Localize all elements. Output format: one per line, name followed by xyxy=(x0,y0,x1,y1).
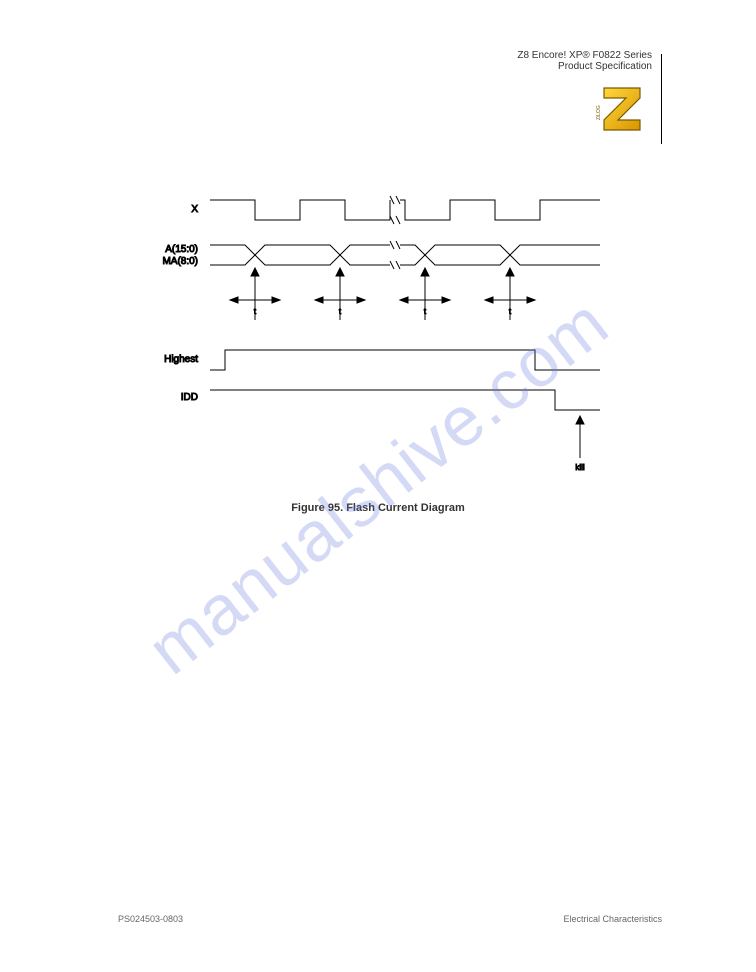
signal-maddr-label: MA(8:0) xyxy=(162,256,198,267)
signal-addr-label: A(15:0) xyxy=(165,244,198,255)
svg-text:t: t xyxy=(254,307,257,316)
footer-right: Electrical Characteristics xyxy=(563,914,662,924)
signal-idd-label: IDD xyxy=(181,392,198,403)
signal-highest-label: Highest xyxy=(164,354,198,365)
timing-diagram: X A(15:0) MA(8:0) t xyxy=(160,190,640,520)
timing-arrows: t t t t xyxy=(230,268,535,320)
doc-type: Product Specification xyxy=(517,61,652,72)
signal-idd-wave xyxy=(210,390,600,410)
svg-text:ZiLOG: ZiLOG xyxy=(596,105,602,120)
footer-left: PS024503-0803 xyxy=(118,914,183,924)
kill-label: kill xyxy=(575,463,585,472)
signal-addr-wave xyxy=(210,245,600,265)
svg-text:t: t xyxy=(509,307,512,316)
svg-text:t: t xyxy=(424,307,427,316)
svg-text:t: t xyxy=(339,307,342,316)
header-rule xyxy=(661,54,662,144)
product-name: Z8 Encore! XP® F0822 Series xyxy=(517,50,652,61)
signal-x-label: X xyxy=(191,204,198,215)
signal-highest-wave xyxy=(210,350,600,370)
zilog-logo: ZiLOG xyxy=(594,80,652,143)
header-text: Z8 Encore! XP® F0822 Series Product Spec… xyxy=(517,50,652,72)
figure-caption: Figure 95. Flash Current Diagram xyxy=(0,502,756,514)
signal-x-wave xyxy=(210,200,600,220)
